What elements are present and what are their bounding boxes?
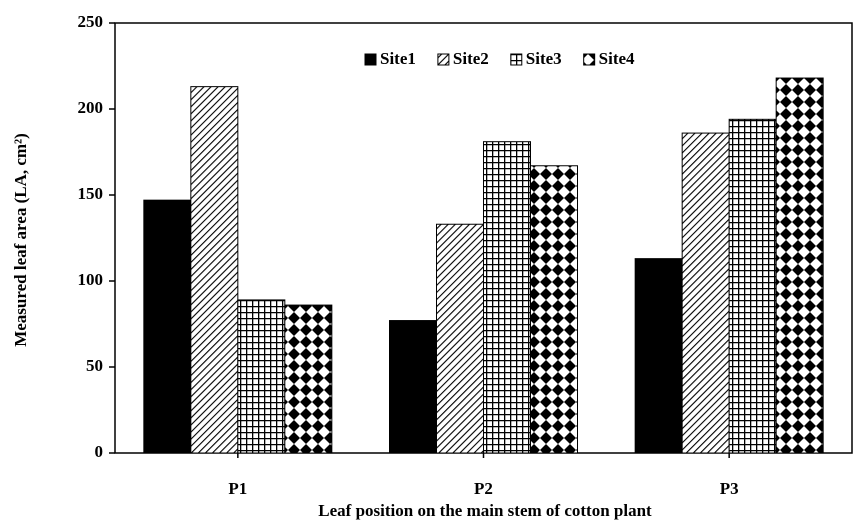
y-tick-label: 0 — [95, 442, 104, 461]
x-tick-label: P3 — [720, 479, 739, 498]
legend-label: Site4 — [599, 49, 635, 68]
legend-swatch — [583, 53, 596, 66]
legend-swatch — [364, 53, 377, 66]
legend-label: Site3 — [526, 49, 562, 68]
y-tick-label: 200 — [78, 98, 104, 117]
x-axis-title: Leaf position on the main stem of cotton… — [318, 501, 652, 520]
legend-swatch — [437, 53, 450, 66]
legend-label: Site1 — [380, 49, 416, 68]
legend-swatch — [510, 53, 523, 66]
bar — [483, 141, 531, 454]
y-tick-label: 100 — [78, 270, 104, 289]
y-tick-label: 150 — [78, 184, 104, 203]
bar — [436, 223, 484, 454]
bar — [728, 118, 777, 454]
bar — [681, 132, 730, 454]
legend-label: Site2 — [453, 49, 489, 68]
x-tick-label: P1 — [228, 479, 247, 498]
bar — [389, 320, 437, 454]
x-tick-label: P2 — [474, 479, 493, 498]
y-tick-label: 250 — [78, 12, 104, 31]
y-tick-label: 50 — [86, 356, 103, 375]
bar — [284, 304, 333, 454]
y-axis-title: Measured leaf area (LA, cm²) — [11, 133, 30, 347]
bar — [190, 86, 239, 454]
bar — [634, 258, 683, 454]
bar — [775, 77, 824, 454]
bar — [143, 199, 192, 454]
bar — [530, 165, 578, 454]
bar — [237, 299, 286, 454]
